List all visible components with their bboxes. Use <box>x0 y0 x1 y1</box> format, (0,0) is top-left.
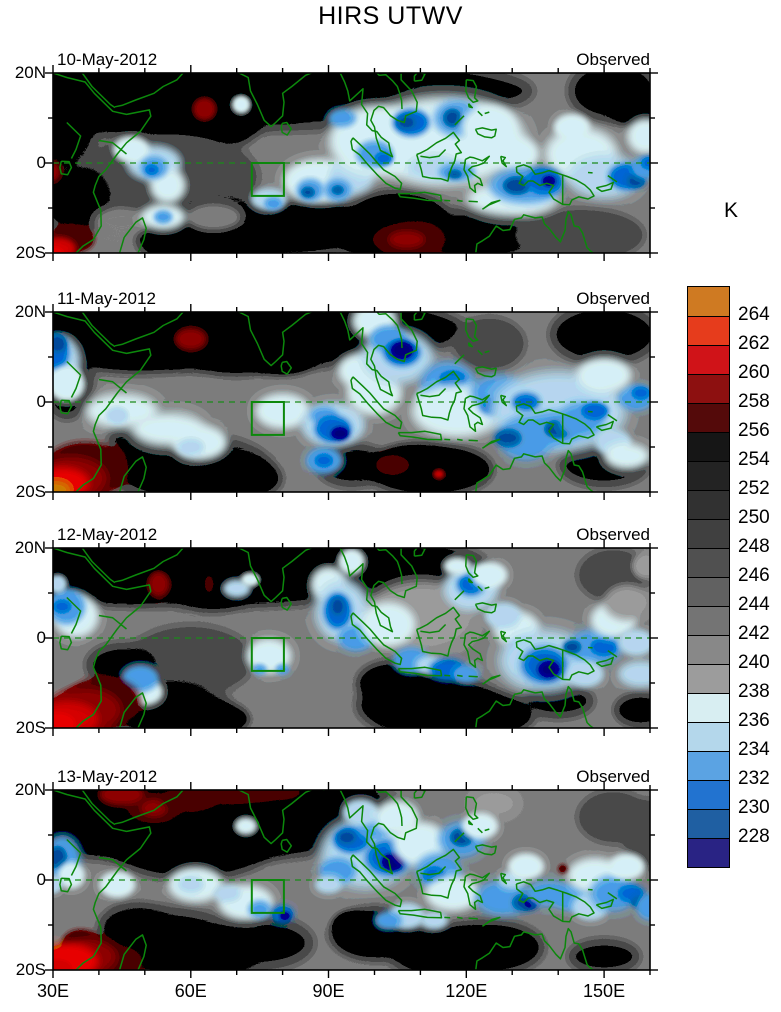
figure-title: HIRS UTWV <box>318 2 463 30</box>
lon-tick-label: 60E <box>174 981 207 1001</box>
panel-source-label: Observed <box>576 50 650 69</box>
lat-tick-label: 20N <box>14 302 46 321</box>
colorbar <box>687 286 730 868</box>
colorbar-cell <box>688 490 729 519</box>
colorbar-cell <box>688 519 729 548</box>
lat-tick-label: 20N <box>14 538 46 557</box>
colorbar-tick-label: 256 <box>738 420 770 441</box>
panel-frame <box>52 789 651 971</box>
contour-field <box>53 790 650 970</box>
colorbar-cell <box>688 287 729 316</box>
panel-frame <box>52 311 651 493</box>
lat-tick-label: 20S <box>15 960 46 979</box>
colorbar-tick-label: 234 <box>738 739 770 760</box>
lat-tick-label: 20S <box>15 718 46 737</box>
panel-frame <box>52 72 651 254</box>
colorbar-cell <box>688 664 729 693</box>
lat-tick-label: 20S <box>15 243 46 262</box>
colorbar-cell <box>688 345 729 374</box>
colorbar-tick-label: 240 <box>738 652 770 673</box>
lon-tick-label: 30E <box>36 981 70 1001</box>
colorbar-cell <box>688 606 729 635</box>
panel-date-label: 12-May-2012 <box>57 525 158 544</box>
panel-source-label: Observed <box>576 525 650 544</box>
map-panel-2 <box>45 304 658 500</box>
lat-tick-label: 20S <box>15 482 46 501</box>
colorbar-tick-label: 254 <box>738 449 770 470</box>
colorbar-tick-label: 236 <box>738 710 770 731</box>
lat-tick-label: 20N <box>14 780 46 799</box>
lat-tick-label: 0 <box>36 870 46 889</box>
colorbar-cell <box>688 838 729 867</box>
colorbar-tick-label: 232 <box>738 768 770 789</box>
contour-field <box>53 73 650 253</box>
contour-field <box>53 548 650 728</box>
colorbar-tick-label: 248 <box>738 536 770 557</box>
colorbar-tick-label: 238 <box>738 681 770 702</box>
colorbar-tick-label: 244 <box>738 594 770 615</box>
colorbar-cell <box>688 751 729 780</box>
coastlines <box>53 312 618 492</box>
colorbar-cell <box>688 316 729 345</box>
colorbar-cell <box>688 693 729 722</box>
study-region-box <box>250 162 285 197</box>
lon-tick-label: 90E <box>312 981 345 1001</box>
colorbar-tick-label: 262 <box>738 333 770 354</box>
axis-ticks <box>45 782 658 978</box>
lat-tick-label: 0 <box>36 392 46 411</box>
study-region-box <box>250 401 285 436</box>
lat-tick-label: 20N <box>14 63 46 82</box>
lat-tick-label: 0 <box>36 628 46 647</box>
study-region-box <box>250 637 285 672</box>
panel-source-label: Observed <box>576 289 650 308</box>
map-panel-3 <box>45 540 658 736</box>
contour-field <box>53 312 650 492</box>
colorbar-cell <box>688 577 729 606</box>
colorbar-tick-label: 230 <box>738 797 770 818</box>
coastlines <box>53 790 618 970</box>
lat-tick-label: 0 <box>36 153 46 172</box>
panel-date-label: 10-May-2012 <box>57 50 158 69</box>
panel-date-label: 13-May-2012 <box>57 767 158 786</box>
panel-source-label: Observed <box>576 767 650 786</box>
colorbar-tick-label: 252 <box>738 478 770 499</box>
panel-frame <box>52 547 651 729</box>
colorbar-tick-label: 242 <box>738 623 770 644</box>
panel-date-label: 11-May-2012 <box>57 289 156 308</box>
study-region-box <box>250 879 285 914</box>
colorbar-cell <box>688 635 729 664</box>
colorbar-cell <box>688 403 729 432</box>
map-panel-1 <box>45 65 658 261</box>
map-panel-4 <box>45 782 658 978</box>
colorbar-unit-label: K <box>723 199 738 222</box>
colorbar-cell <box>688 461 729 490</box>
colorbar-tick-label: 228 <box>738 826 770 847</box>
colorbar-cell <box>688 432 729 461</box>
colorbar-cell <box>688 374 729 403</box>
axis-ticks <box>45 65 658 261</box>
colorbar-cell <box>688 809 729 838</box>
lon-tick-label: 150E <box>583 981 626 1001</box>
coastlines <box>53 73 618 253</box>
colorbar-tick-label: 264 <box>738 304 770 325</box>
colorbar-cell <box>688 722 729 751</box>
axis-ticks <box>45 540 658 736</box>
lon-tick-label: 120E <box>445 981 488 1001</box>
colorbar-tick-label: 260 <box>738 362 770 383</box>
colorbar-cell <box>688 780 729 809</box>
colorbar-tick-label: 246 <box>738 565 770 586</box>
coastlines <box>53 548 618 728</box>
colorbar-cell <box>688 548 729 577</box>
colorbar-tick-label: 250 <box>738 507 770 528</box>
colorbar-tick-label: 258 <box>738 391 770 412</box>
axis-ticks <box>45 304 658 500</box>
